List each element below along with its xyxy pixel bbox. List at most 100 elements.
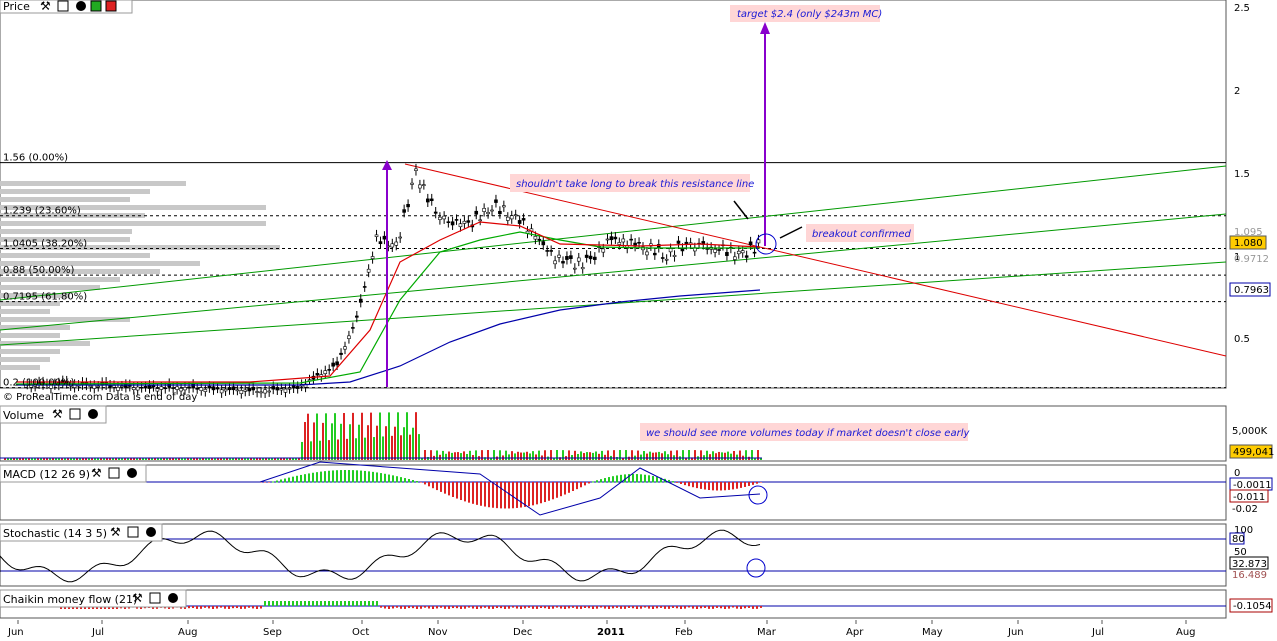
chaikin-bar	[724, 606, 726, 609]
volume-bar	[706, 450, 708, 460]
volume-bar	[562, 450, 564, 460]
month-label: 2011	[597, 627, 625, 638]
chaikin-bar	[236, 606, 238, 609]
volume-bar	[34, 458, 36, 460]
chaikin-bar	[760, 606, 762, 608]
chaikin-bar	[652, 606, 654, 609]
close-icon[interactable]	[76, 1, 86, 11]
chaikin-bar	[752, 606, 754, 609]
candle-body	[382, 235, 387, 240]
volume-bar	[124, 458, 126, 460]
chaikin-bar	[644, 606, 646, 608]
price-tick: 1.5	[1234, 169, 1250, 180]
volume-profile-bar	[0, 229, 132, 234]
candle-body	[231, 386, 236, 391]
breakout-note-bg	[806, 224, 914, 242]
candle-body	[438, 216, 442, 220]
move-up-icon[interactable]	[90, 0, 102, 12]
candle-body	[370, 256, 375, 260]
close-icon[interactable]	[127, 468, 137, 478]
window-icon[interactable]	[149, 592, 161, 604]
move-down-icon[interactable]	[105, 0, 117, 12]
chaikin-bar	[252, 606, 254, 609]
month-label: Feb	[675, 627, 693, 638]
candle-body	[171, 387, 175, 389]
volume-bar	[691, 457, 693, 460]
macd-histogram-bar	[556, 482, 558, 498]
wrench-icon[interactable]: ⚒	[40, 0, 51, 13]
chaikin-value: -0.1054	[1233, 601, 1272, 612]
chaikin-bar	[348, 601, 350, 606]
close-icon[interactable]	[168, 593, 178, 603]
volume-bar	[424, 450, 426, 460]
volume-bar	[10, 458, 12, 460]
macd-histogram-bar	[512, 482, 514, 509]
stoch-k-line	[0, 529, 761, 583]
candle-body	[227, 387, 232, 391]
volume-bar	[85, 458, 87, 460]
volume-bar	[253, 458, 255, 460]
volume-bar	[91, 458, 93, 460]
close-icon[interactable]	[146, 527, 156, 537]
chaikin-bar	[524, 606, 526, 609]
candle-body	[740, 250, 745, 254]
volume-box	[1229, 444, 1273, 459]
volume-note: we should see more volumes today if mark…	[646, 428, 970, 439]
window-icon[interactable]	[69, 408, 81, 420]
chaikin-bar	[480, 606, 482, 609]
month-label: Jun	[7, 627, 24, 638]
volume-bar	[121, 458, 123, 460]
chaikin-bar	[612, 606, 614, 609]
volume-bar	[739, 450, 741, 460]
window-icon[interactable]	[127, 526, 139, 538]
volume-bar	[709, 454, 711, 460]
volume-bar	[640, 454, 642, 460]
volume-bar	[616, 457, 618, 460]
candle-body	[486, 212, 490, 215]
volume-bar	[487, 450, 489, 460]
macd-histogram-bar	[372, 471, 374, 483]
month-label: Jun	[1007, 627, 1024, 638]
candle-body	[116, 387, 120, 391]
chaikin-bar	[676, 606, 678, 609]
volume-bar	[148, 458, 150, 460]
volume-profile-bar	[0, 221, 266, 226]
volume-profile-bar	[0, 341, 90, 346]
volume-bar	[82, 458, 84, 460]
fib-level-label: 1.56 (0.00%)	[3, 153, 68, 164]
candle-body	[601, 248, 606, 253]
volume-bar	[730, 453, 732, 460]
candle-body	[433, 211, 438, 214]
volume-bar	[736, 454, 738, 460]
month-label: Aug	[178, 627, 198, 638]
breakout-note: breakout confirmed	[812, 229, 912, 240]
candle-body	[545, 250, 550, 252]
candle-body	[323, 370, 328, 374]
volume-profile-bar	[0, 237, 130, 242]
chaikin-bar	[484, 606, 486, 608]
volume-bar	[37, 458, 39, 460]
wrench-icon[interactable]: ⚒	[132, 591, 143, 605]
candle-body	[653, 252, 657, 256]
macd-line	[0, 461, 761, 516]
macd-histogram-bar	[428, 482, 430, 487]
volume-bar	[694, 450, 696, 460]
window-icon[interactable]	[108, 467, 120, 479]
wrench-icon[interactable]: ⚒	[110, 525, 121, 539]
candle-body	[120, 385, 124, 388]
volume-bar	[331, 423, 333, 460]
volume-bar	[598, 453, 600, 460]
volume-bar	[145, 458, 147, 460]
volume-bar	[370, 412, 372, 460]
close-icon[interactable]	[88, 409, 98, 419]
volume-bar	[649, 451, 651, 460]
wrench-icon[interactable]: ⚒	[52, 407, 63, 421]
window-icon[interactable]	[57, 0, 69, 12]
candle-body	[135, 386, 140, 391]
macd-histogram-bar	[364, 470, 366, 483]
value-boxes: 1.095 1.080 0.9712 0.7963 5,000K 499,041…	[1229, 227, 1274, 613]
volume-bar	[25, 458, 27, 460]
wrench-icon[interactable]: ⚒	[91, 466, 102, 480]
macd-histogram-bar	[420, 482, 422, 483]
chaikin-bar	[292, 601, 294, 606]
